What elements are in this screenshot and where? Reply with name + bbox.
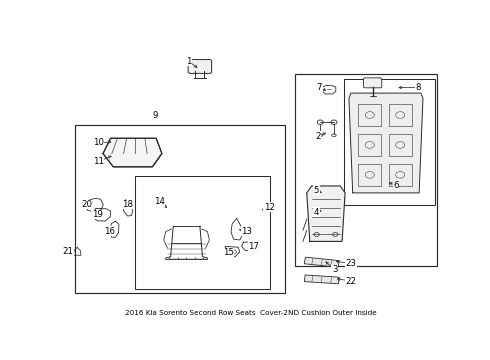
Polygon shape: [304, 275, 339, 284]
Text: 5: 5: [314, 186, 319, 195]
Bar: [389, 104, 412, 126]
Text: 10: 10: [93, 139, 104, 148]
Text: 16: 16: [104, 227, 115, 236]
Bar: [295, 74, 437, 266]
Text: 15: 15: [223, 248, 234, 257]
Polygon shape: [349, 93, 423, 193]
Polygon shape: [304, 257, 339, 267]
Polygon shape: [307, 186, 345, 242]
Text: 12: 12: [264, 203, 275, 212]
Text: 3: 3: [332, 265, 338, 274]
Bar: [358, 164, 381, 186]
Text: 2: 2: [315, 131, 321, 140]
FancyBboxPatch shape: [364, 78, 382, 88]
Text: 4: 4: [314, 208, 319, 217]
Text: 22: 22: [345, 276, 356, 285]
Text: 1: 1: [186, 57, 191, 66]
Text: 7: 7: [317, 83, 322, 92]
Text: 18: 18: [122, 200, 133, 209]
Bar: [74, 125, 285, 293]
Bar: [358, 134, 381, 156]
Text: 11: 11: [93, 157, 104, 166]
Text: 13: 13: [241, 227, 252, 236]
Text: 14: 14: [154, 197, 165, 206]
Text: 20: 20: [81, 200, 93, 209]
Text: 9: 9: [153, 111, 158, 120]
Polygon shape: [103, 138, 162, 167]
Text: 19: 19: [92, 210, 103, 219]
Bar: [389, 164, 412, 186]
Text: 8: 8: [416, 83, 421, 92]
FancyBboxPatch shape: [188, 59, 212, 73]
Text: 23: 23: [345, 259, 356, 268]
Text: 17: 17: [248, 242, 259, 251]
Text: 6: 6: [393, 181, 399, 190]
Bar: [358, 104, 381, 126]
Bar: [344, 79, 435, 205]
Text: 2016 Kia Sorento Second Row Seats  Cover-2ND Cushion Outer Inside: 2016 Kia Sorento Second Row Seats Cover-…: [125, 310, 377, 316]
Text: 21: 21: [63, 247, 74, 256]
Bar: [135, 176, 270, 288]
Bar: [389, 134, 412, 156]
